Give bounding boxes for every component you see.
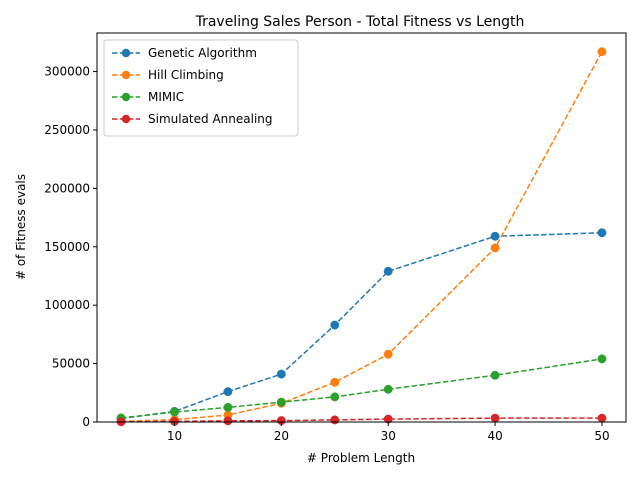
legend: Genetic Algorithm Hill Climbing MIMIC Simul… [103, 39, 299, 137]
legend-label: Simulated Annealing [148, 112, 273, 126]
legend-label: Hill Climbing [148, 68, 224, 82]
legend-entry: MIMIC [112, 90, 184, 104]
x-tick-label: 40 [487, 429, 502, 443]
y-axis-title: # of Fitness evals [14, 174, 28, 280]
series-line-hill-climbing [121, 51, 603, 423]
data-point-simulated-annealing [597, 413, 607, 423]
chart-title: Traveling Sales Person - Total Fitness v… [195, 14, 525, 30]
legend-label: Genetic Algorithm [148, 46, 257, 60]
plot-frame [96, 32, 627, 423]
axes-layer: 10 20 30 40 50 0 50000 100000 150000 200000 250000… [44, 65, 609, 443]
data-point-mimic [490, 370, 500, 380]
series-genetic-algorithm [116, 228, 607, 423]
x-tick-label: 20 [274, 429, 289, 443]
y-tick-label: 100000 [44, 298, 90, 312]
data-point-simulated-annealing [490, 413, 500, 423]
series-line-simulated-annealing [121, 417, 602, 423]
legend-entry: Hill Climbing [112, 68, 224, 82]
data-point-mimic [330, 392, 340, 402]
legend-entry: Simulated Annealing [112, 112, 273, 126]
data-point-genetic-algorithm [330, 320, 340, 330]
data-point-hill-climbing [490, 243, 500, 253]
data-point-mimic [597, 354, 607, 364]
y-tick-label: 300000 [44, 65, 90, 79]
legend-marker [121, 70, 131, 80]
y-tick-label: 200000 [44, 181, 90, 195]
y-tick-label: 50000 [52, 357, 90, 371]
data-point-genetic-algorithm [276, 369, 286, 379]
series-layer [116, 47, 607, 427]
y-tick-label: 150000 [44, 240, 90, 254]
data-point-genetic-algorithm [383, 266, 393, 276]
data-point-simulated-annealing [330, 415, 340, 425]
legend-label: MIMIC [148, 90, 184, 104]
x-tick-label: 30 [381, 429, 396, 443]
x-tick-label: 50 [594, 429, 609, 443]
legend-marker [121, 48, 131, 58]
data-point-hill-climbing [330, 377, 340, 387]
data-point-simulated-annealing [223, 416, 233, 426]
y-tick-label: 250000 [44, 123, 90, 137]
series-mimic [116, 354, 607, 423]
legend-box [103, 39, 299, 137]
series-line-genetic-algorithm [120, 232, 602, 420]
x-axis-title: # Problem Length [307, 451, 415, 465]
legend-entry: Genetic Algorithm [112, 46, 257, 60]
data-point-mimic [223, 402, 233, 412]
data-point-hill-climbing [383, 349, 393, 359]
data-point-genetic-algorithm [597, 228, 607, 238]
x-tick-label: 10 [167, 429, 182, 443]
legend-marker [121, 114, 131, 124]
data-point-genetic-algorithm [490, 231, 500, 241]
data-point-mimic [383, 384, 393, 394]
data-point-genetic-algorithm [223, 387, 233, 397]
data-point-mimic [276, 397, 286, 407]
legend-marker [121, 92, 131, 102]
data-point-hill-climbing [597, 47, 607, 57]
data-point-mimic [170, 407, 179, 417]
y-tick-label: 0 [82, 415, 90, 429]
series-line-mimic [120, 358, 603, 419]
